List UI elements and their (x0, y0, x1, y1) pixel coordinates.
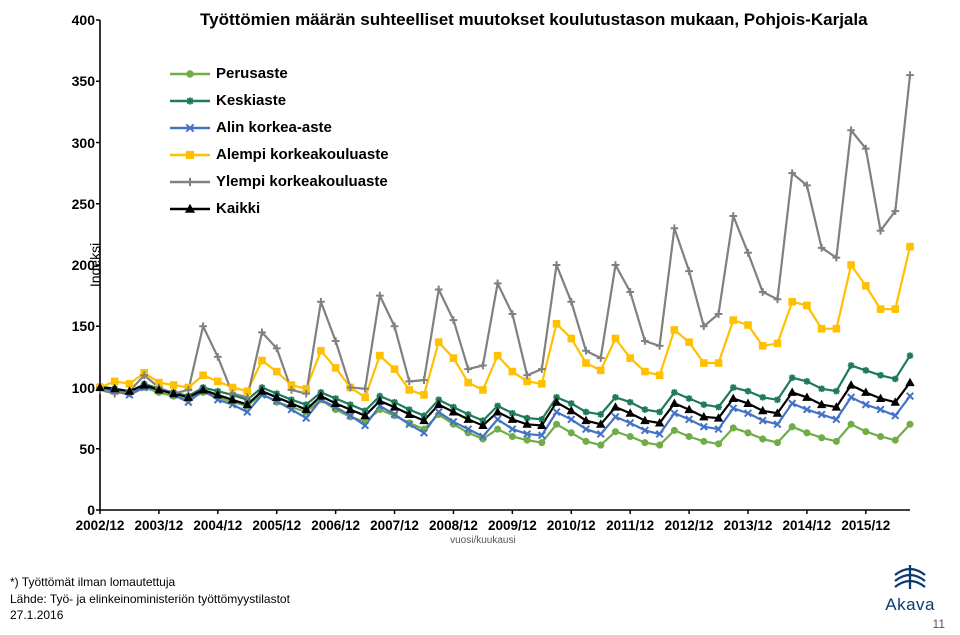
logo-name: Akava (885, 595, 935, 615)
y-tick-label: 100 (65, 380, 95, 396)
y-tick-label: 300 (65, 135, 95, 151)
x-tick-label: 2006/12 (311, 518, 360, 533)
y-tick-label: 350 (65, 73, 95, 89)
y-tick-label: 0 (65, 502, 95, 518)
chart-svg (100, 20, 910, 510)
x-tick-label: 2014/12 (783, 518, 832, 533)
plot-area: Indeksi 0501001502002503003504002002/122… (100, 20, 910, 510)
x-tick-label: 2011/12 (606, 518, 654, 533)
page-number: 11 (933, 617, 945, 631)
x-tick-label: 2013/12 (724, 518, 773, 533)
footnote-line-3: 27.1.2016 (10, 607, 290, 623)
y-tick-label: 250 (65, 196, 95, 212)
x-tick-label: 2010/12 (547, 518, 596, 533)
x-tick-label: 2003/12 (135, 518, 184, 533)
footnote-line-2: Lähde: Työ- ja elinkeinoministeriön työt… (10, 591, 290, 607)
footnote-block: *) Työttömät ilman lomautettuja Lähde: T… (10, 574, 290, 623)
footnote-line-1: *) Työttömät ilman lomautettuja (10, 574, 290, 590)
y-tick-label: 50 (65, 441, 95, 457)
x-sub-label: vuosi/kuukausi (450, 535, 516, 546)
x-tick-label: 2008/12 (429, 518, 478, 533)
x-tick-label: 2005/12 (252, 518, 301, 533)
x-tick-label: 2009/12 (488, 518, 537, 533)
y-tick-label: 400 (65, 12, 95, 28)
logo-block: Akava (885, 561, 935, 615)
akava-logo-icon (889, 561, 931, 593)
y-tick-label: 150 (65, 318, 95, 334)
x-tick-label: 2004/12 (193, 518, 242, 533)
x-tick-label: 2002/12 (76, 518, 125, 533)
y-tick-label: 200 (65, 257, 95, 273)
chart-region: Työttömien määrän suhteelliset muutokset… (50, 10, 920, 550)
x-tick-label: 2007/12 (370, 518, 419, 533)
x-tick-label: 2012/12 (665, 518, 714, 533)
x-tick-label: 2015/12 (841, 518, 890, 533)
